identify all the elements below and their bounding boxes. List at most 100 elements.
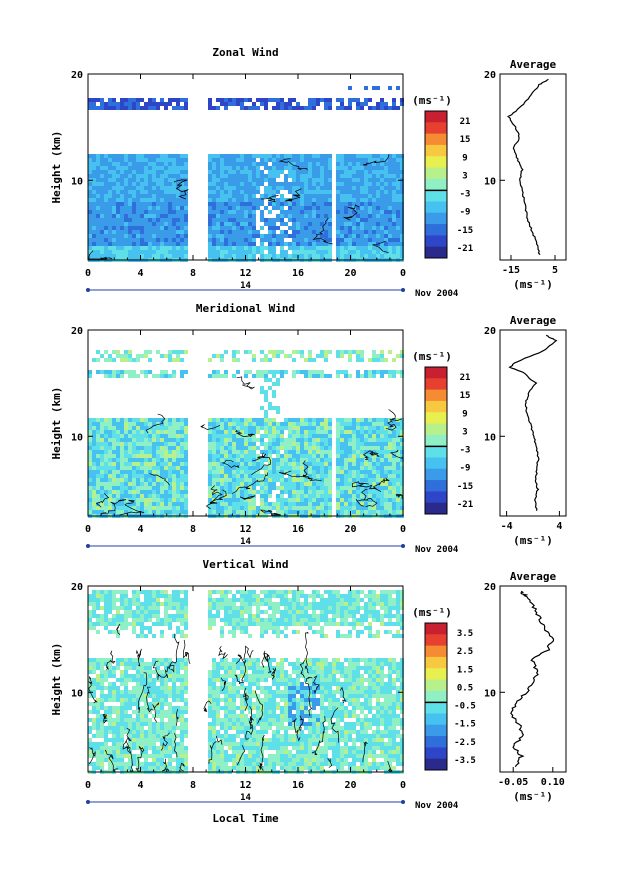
heatmap-cell xyxy=(100,478,104,482)
heatmap-cell xyxy=(112,170,116,174)
heatmap-cell xyxy=(324,474,328,478)
heatmap-cell xyxy=(220,418,224,422)
heatmap-cell xyxy=(272,170,276,174)
heatmap-cell xyxy=(304,158,308,162)
heatmap-cell xyxy=(340,182,344,186)
heatmap-cell xyxy=(120,202,124,206)
heatmap-cell xyxy=(336,430,340,434)
heatmap-cell xyxy=(372,162,376,166)
heatmap-cell xyxy=(140,766,144,770)
heatmap-cell xyxy=(176,434,180,438)
heatmap-cell xyxy=(168,374,172,378)
heatmap-cell xyxy=(304,442,308,446)
heatmap-cell xyxy=(284,254,288,258)
heatmap-cell xyxy=(232,154,236,158)
heatmap-cell xyxy=(356,506,360,510)
heatmap-cell xyxy=(224,106,228,110)
colorbar-unit: (ms⁻¹) xyxy=(412,350,452,363)
heatmap-cell xyxy=(316,234,320,238)
heatmap-cell xyxy=(368,510,372,514)
heatmap-cell xyxy=(148,734,152,738)
heatmap-cell xyxy=(256,246,260,250)
heatmap-cell xyxy=(216,198,220,202)
heatmap-cell xyxy=(136,234,140,238)
heatmap-cell xyxy=(300,426,304,430)
heatmap-cell xyxy=(208,106,212,110)
heatmap-cell xyxy=(104,358,108,362)
heatmap-cell xyxy=(92,742,96,746)
heatmap-cell xyxy=(152,610,156,614)
heatmap-cell xyxy=(392,458,396,462)
heatmap-cell xyxy=(168,226,172,230)
heatmap-cell xyxy=(228,502,232,506)
heatmap-cell xyxy=(380,430,384,434)
heatmap-cell xyxy=(108,610,112,614)
heatmap-cell xyxy=(104,626,108,630)
heatmap-cell xyxy=(352,166,356,170)
colorbar-swatch xyxy=(425,378,447,391)
heatmap-cell xyxy=(300,214,304,218)
heatmap-cell xyxy=(144,498,148,502)
heatmap-cell xyxy=(168,202,172,206)
heatmap-cell xyxy=(244,350,248,354)
heatmap-cell xyxy=(224,166,228,170)
heatmap-cell xyxy=(356,430,360,434)
heatmap-cell xyxy=(112,750,116,754)
colorbar-swatch xyxy=(425,434,447,447)
heatmap-cell xyxy=(124,210,128,214)
heatmap-cell xyxy=(288,506,292,510)
heatmap-cell xyxy=(144,706,148,710)
heatmap-cell xyxy=(92,486,96,490)
heatmap-cell xyxy=(184,426,188,430)
heatmap-cell xyxy=(136,166,140,170)
heatmap-cell xyxy=(212,422,216,426)
heatmap-cell xyxy=(292,422,296,426)
heatmap-cell xyxy=(152,670,156,674)
heatmap-cell xyxy=(244,370,248,374)
day-label: 14 xyxy=(240,281,251,291)
heatmap-cell xyxy=(272,422,276,426)
heatmap-cell xyxy=(108,510,112,514)
heatmap-cell xyxy=(160,186,164,190)
heatmap-cell xyxy=(320,174,324,178)
heatmap-cell xyxy=(116,254,120,258)
heatmap-cell xyxy=(92,242,96,246)
heatmap-cell xyxy=(112,710,116,714)
heatmap-cell xyxy=(180,438,184,442)
heatmap-cell xyxy=(376,466,380,470)
heatmap-cell xyxy=(268,158,272,162)
heatmap-cell xyxy=(292,106,296,110)
heatmap-cell xyxy=(340,474,344,478)
heatmap-cell xyxy=(268,170,272,174)
heatmap-cell xyxy=(244,454,248,458)
heatmap-cell xyxy=(348,238,352,242)
heatmap-cell xyxy=(212,158,216,162)
heatmap-cell xyxy=(136,690,140,694)
heatmap-cell xyxy=(140,710,144,714)
heatmap-cell xyxy=(232,194,236,198)
heatmap-cell xyxy=(336,226,340,230)
heatmap-cell xyxy=(308,442,312,446)
heatmap-cell xyxy=(336,178,340,182)
heatmap-cell xyxy=(376,426,380,430)
heatmap-cell xyxy=(168,494,172,498)
heatmap-cell xyxy=(328,466,332,470)
heatmap-cell xyxy=(152,486,156,490)
heatmap-cell xyxy=(108,430,112,434)
heatmap-cell xyxy=(368,438,372,442)
heatmap-cell xyxy=(264,246,268,250)
heatmap-cell xyxy=(176,354,180,358)
heatmap-cell xyxy=(160,482,164,486)
heatmap-cell xyxy=(148,670,152,674)
heatmap-cell xyxy=(268,418,272,422)
colorbar-frame xyxy=(424,366,448,515)
heatmap-cell xyxy=(160,602,164,606)
heatmap-cell xyxy=(272,474,276,478)
heatmap-cell xyxy=(216,250,220,254)
heatmap-cell xyxy=(320,462,324,466)
heatmap-cell xyxy=(316,490,320,494)
heatmap-cell xyxy=(160,422,164,426)
heatmap-cell xyxy=(212,194,216,198)
heatmap-cell xyxy=(324,422,328,426)
heatmap-cell xyxy=(156,458,160,462)
